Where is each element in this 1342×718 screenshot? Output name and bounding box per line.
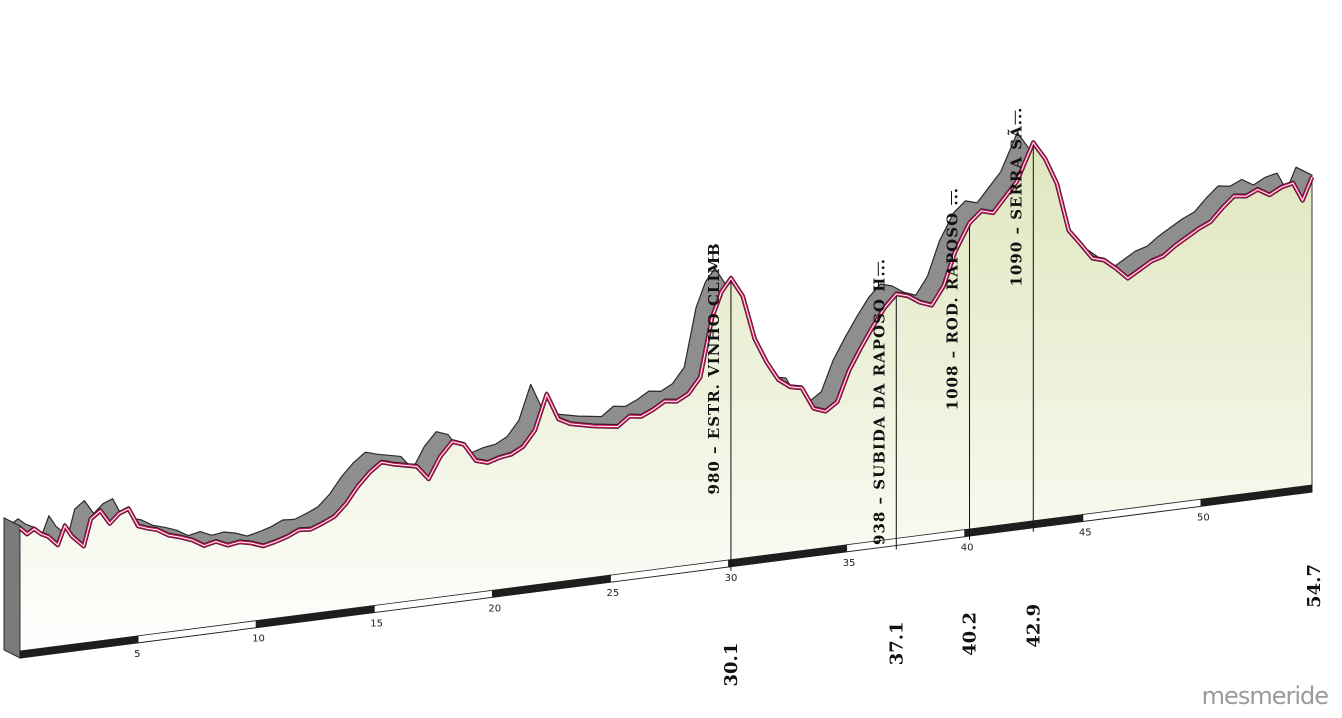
climb-km-label: 42.9: [1023, 604, 1044, 648]
climb-name-label: 1008 – ROD. RAPOSO ...: [944, 187, 962, 410]
climb-name-label: 1090 – SERRA SÃ...: [1006, 107, 1025, 287]
climb-name-label: 980 – ESTR. VINHO CLIMB: [705, 242, 723, 494]
climb-km-label: 37.1: [886, 621, 907, 665]
end-km-label: 54.7: [1304, 564, 1325, 608]
km-tick-label: 35: [843, 558, 856, 569]
profile-line-highlight: [19, 142, 1313, 547]
profile-line-layer: [18, 140, 1315, 549]
km-tick-label: 20: [488, 603, 501, 614]
km-tick-label: 15: [370, 618, 383, 629]
km-tick-label: 25: [606, 588, 619, 599]
km-tick-label: 45: [1079, 527, 1092, 538]
distance-road-layer: [19, 484, 1313, 659]
climb-km-label: 30.1: [721, 643, 742, 687]
km-tick-label: 10: [252, 634, 265, 645]
km-tick-label: 5: [134, 649, 140, 660]
climb-name-label: 938 – SUBIDA DA RAPOSO H...: [870, 258, 888, 545]
mesmeride-logo: mesmeride: [1201, 682, 1329, 710]
road-segment: [1200, 484, 1313, 507]
km-tick-label: 40: [961, 543, 974, 554]
km-tick-label: 30: [725, 573, 738, 584]
climb-km-label: 40.2: [960, 612, 981, 656]
profile-start-cap: [3, 517, 21, 659]
km-tick-label: 50: [1197, 512, 1210, 523]
